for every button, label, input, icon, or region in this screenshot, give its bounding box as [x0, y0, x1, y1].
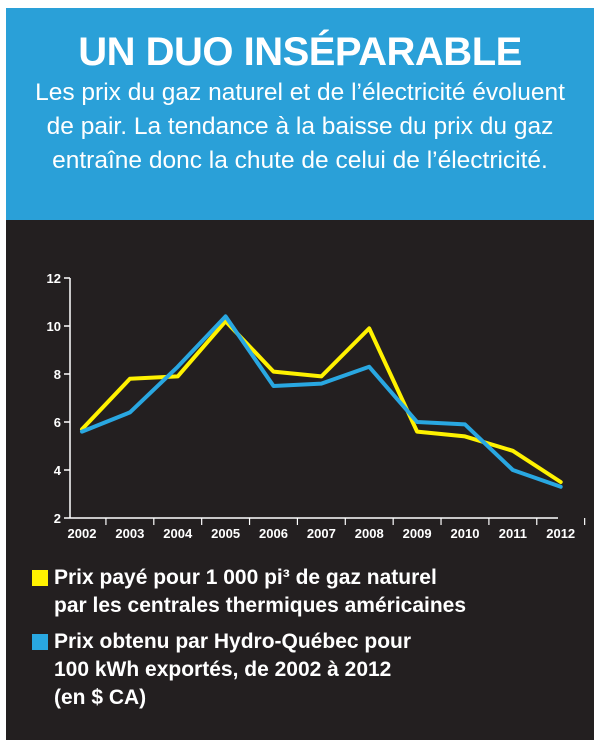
infographic-panel: UN DUO INSÉPARABLE Les prix du gaz natur… — [6, 8, 594, 740]
x-tick-label: 2011 — [499, 526, 527, 541]
x-tick-label: 2006 — [259, 526, 288, 541]
page-title: UN DUO INSÉPARABLE — [78, 30, 522, 74]
x-tick-label: 2007 — [307, 526, 336, 541]
legend-swatch-electricity — [32, 634, 48, 650]
y-tick-label: 10 — [47, 319, 61, 334]
chart-svg: 2 4 6 8 10 12 2002 2003 2004 2005 2006 2007 2008 2009… — [47, 271, 586, 541]
line-chart: 2 4 6 8 10 12 2002 2003 2004 2005 2006 2007 2008 2009… — [6, 220, 594, 560]
header-banner: UN DUO INSÉPARABLE Les prix du gaz natur… — [6, 8, 594, 220]
legend-swatch-gas — [32, 570, 48, 586]
page-subtitle: Les prix du gaz naturel et de l’électric… — [35, 79, 565, 174]
chart-axes: 2 4 6 8 10 12 2002 2003 2004 2005 2006 2007 2008 2009… — [47, 271, 586, 541]
x-tick-label: 2010 — [451, 526, 480, 541]
series-line-electricity — [80, 314, 563, 489]
y-tick-label: 6 — [54, 415, 61, 430]
legend-item-gas: Prix payé pour 1 000 pi³ de gaz naturel … — [32, 564, 587, 620]
y-tick-label: 8 — [54, 367, 61, 382]
x-tick-label: 2003 — [115, 526, 144, 541]
x-tick-label: 2012 — [546, 526, 575, 541]
x-tick-label: 2009 — [403, 526, 432, 541]
x-tick-label: 2002 — [68, 526, 97, 541]
chart-legend: Prix payé pour 1 000 pi³ de gaz naturel … — [32, 564, 587, 720]
x-tick-label: 2008 — [355, 526, 384, 541]
y-tick-label: 2 — [54, 511, 61, 526]
y-tick-label: 12 — [47, 271, 61, 286]
x-tick-label: 2005 — [211, 526, 240, 541]
chart-series — [80, 314, 563, 489]
legend-label-gas: Prix payé pour 1 000 pi³ de gaz naturel … — [54, 566, 467, 617]
x-tick-label: 2004 — [163, 526, 193, 541]
legend-label-electricity: Prix obtenu par Hydro-Québec pour 100 kW… — [54, 630, 412, 709]
legend-item-electricity: Prix obtenu par Hydro-Québec pour 100 kW… — [32, 628, 587, 712]
y-tick-label: 4 — [54, 463, 62, 478]
series-line-gas — [80, 319, 563, 484]
